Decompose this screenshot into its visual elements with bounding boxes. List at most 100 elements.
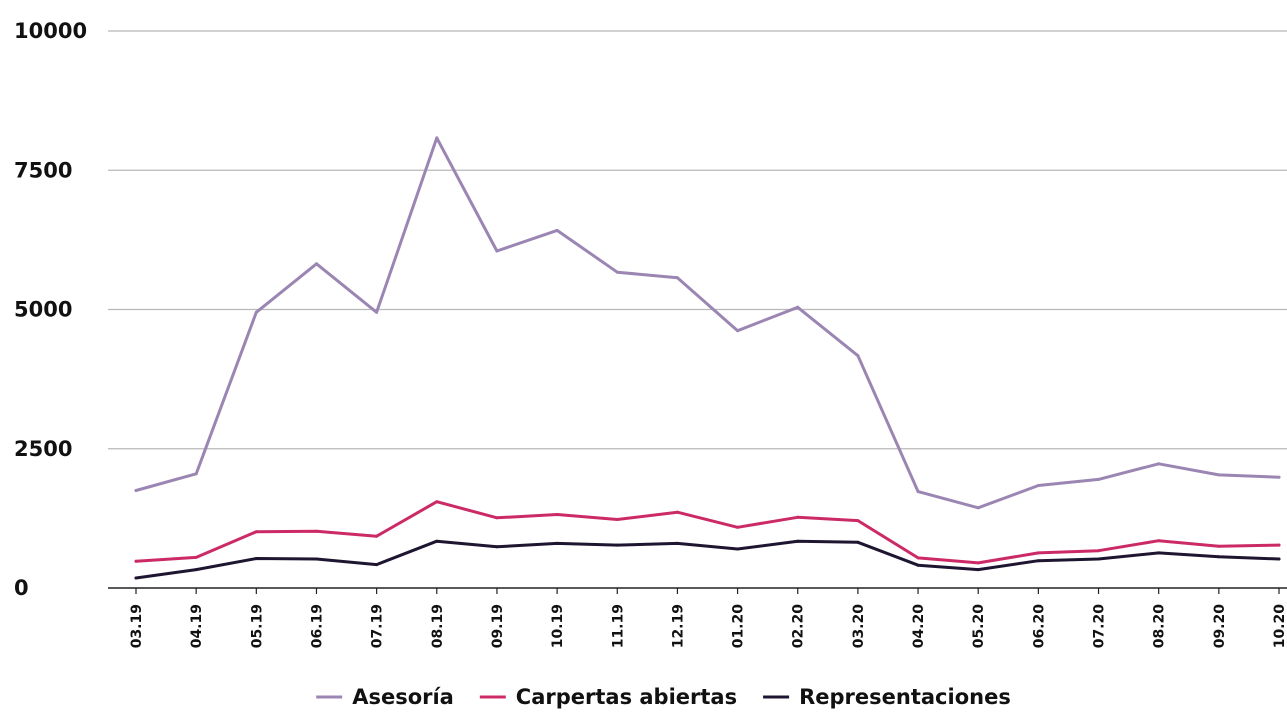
data-point — [1277, 475, 1281, 479]
y-tick-label: 10000 — [14, 19, 87, 43]
data-point — [1217, 473, 1221, 477]
data-point — [796, 515, 800, 519]
legend-item: Carpertas abiertas — [479, 685, 737, 709]
data-point — [1277, 543, 1281, 547]
gridlines — [108, 30, 1287, 589]
data-point — [1217, 544, 1221, 548]
x-tick-label: 02.20 — [791, 604, 807, 649]
y-tick-label: 5000 — [14, 298, 72, 322]
data-point — [555, 228, 559, 232]
x-tick-label: 12.19 — [670, 604, 686, 648]
x-tick-label: 06.19 — [309, 604, 325, 648]
data-point — [1097, 477, 1100, 481]
data-point — [796, 305, 800, 309]
x-tick-label: 03.19 — [129, 604, 145, 648]
y-tick-label: 0 — [14, 576, 29, 600]
data-point — [254, 530, 258, 534]
data-point — [675, 276, 679, 280]
data-point — [856, 354, 860, 358]
data-point — [1217, 555, 1221, 559]
x-tick-label: 06.20 — [1031, 604, 1047, 649]
data-point — [555, 513, 559, 516]
data-point — [375, 534, 379, 538]
series-line — [134, 136, 1281, 510]
data-point — [615, 518, 619, 521]
x-tick-label: 01.20 — [731, 604, 747, 649]
data-point — [375, 563, 379, 567]
data-point — [315, 262, 318, 266]
data-point — [315, 557, 318, 561]
x-tick-label: 08.19 — [430, 604, 446, 648]
data-point — [1036, 551, 1040, 555]
data-point — [1036, 559, 1040, 563]
data-point — [856, 519, 860, 523]
data-point — [495, 545, 499, 549]
data-point — [315, 529, 318, 533]
x-tick-label: 10.19 — [550, 604, 566, 648]
data-point — [976, 506, 980, 510]
x-tick-label: 03.20 — [851, 604, 867, 649]
x-tick-label: 07.19 — [370, 604, 386, 648]
data-point — [1036, 484, 1040, 487]
data-point — [856, 540, 860, 544]
data-point — [1097, 549, 1100, 553]
data-point — [736, 547, 740, 551]
data-point — [134, 576, 138, 580]
series-line — [134, 539, 1281, 580]
legend: Asesoría Carpertas abiertas Representacion… — [316, 685, 1011, 709]
data-point — [916, 556, 920, 560]
data-point — [615, 543, 619, 547]
legend-item: Representaciones — [763, 685, 1011, 709]
data-point — [976, 561, 980, 565]
data-point — [194, 555, 198, 559]
data-point — [134, 559, 138, 563]
x-tick-label: 08.20 — [1152, 604, 1168, 649]
x-tick-label: 09.19 — [490, 604, 506, 648]
x-tick-label: 10.20 — [1272, 604, 1287, 649]
data-point — [1277, 557, 1281, 561]
data-point — [1157, 539, 1161, 543]
x-tick-label: 09.20 — [1212, 604, 1228, 649]
x-tick-label: 05.20 — [971, 604, 987, 649]
data-point — [435, 136, 439, 140]
legend-label: Carpertas abiertas — [516, 685, 737, 709]
data-point — [375, 310, 379, 314]
data-point — [194, 568, 198, 572]
data-point — [435, 539, 439, 543]
x-axis-ticks: 03.19 04.19 05.19 06.19 07.19 08.19 09.19 10.19… — [129, 588, 1287, 648]
data-point — [976, 568, 980, 572]
data-point — [134, 489, 138, 492]
data-point — [1157, 551, 1161, 555]
x-tick-label: 04.20 — [911, 604, 927, 649]
x-tick-label: 07.20 — [1092, 604, 1108, 649]
x-tick-label: 05.19 — [249, 604, 265, 648]
data-point — [736, 329, 740, 333]
y-tick-label: 7500 — [14, 158, 72, 182]
data-point — [916, 490, 920, 494]
data-point — [796, 539, 800, 543]
data-point — [194, 472, 198, 476]
data-point — [495, 516, 499, 520]
series-line — [134, 500, 1281, 565]
legend-label: Asesoría — [352, 685, 454, 709]
data-point — [675, 510, 679, 514]
data-point — [675, 541, 679, 545]
series-lines — [134, 136, 1281, 580]
x-tick-label: 11.19 — [610, 604, 626, 648]
data-point — [555, 541, 559, 545]
y-axis-ticks: 0 2500 5000 7500 10000 — [14, 19, 87, 600]
y-tick-label: 2500 — [14, 437, 72, 461]
data-point — [1157, 462, 1161, 466]
data-point — [916, 563, 920, 567]
data-point — [736, 525, 740, 529]
data-point — [1097, 557, 1100, 561]
data-point — [615, 270, 619, 274]
data-point — [435, 500, 439, 504]
legend-label: Representaciones — [799, 685, 1011, 709]
data-point — [495, 249, 499, 253]
x-tick-label: 04.19 — [189, 604, 205, 648]
data-point — [254, 310, 258, 314]
data-point — [254, 557, 258, 560]
legend-item: Asesoría — [316, 685, 454, 709]
